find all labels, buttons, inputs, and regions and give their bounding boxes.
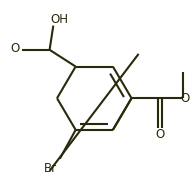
Text: Br: Br: [44, 163, 57, 176]
Text: OH: OH: [50, 13, 68, 26]
Text: O: O: [11, 42, 20, 55]
Text: O: O: [156, 128, 165, 141]
Text: O: O: [180, 92, 189, 105]
